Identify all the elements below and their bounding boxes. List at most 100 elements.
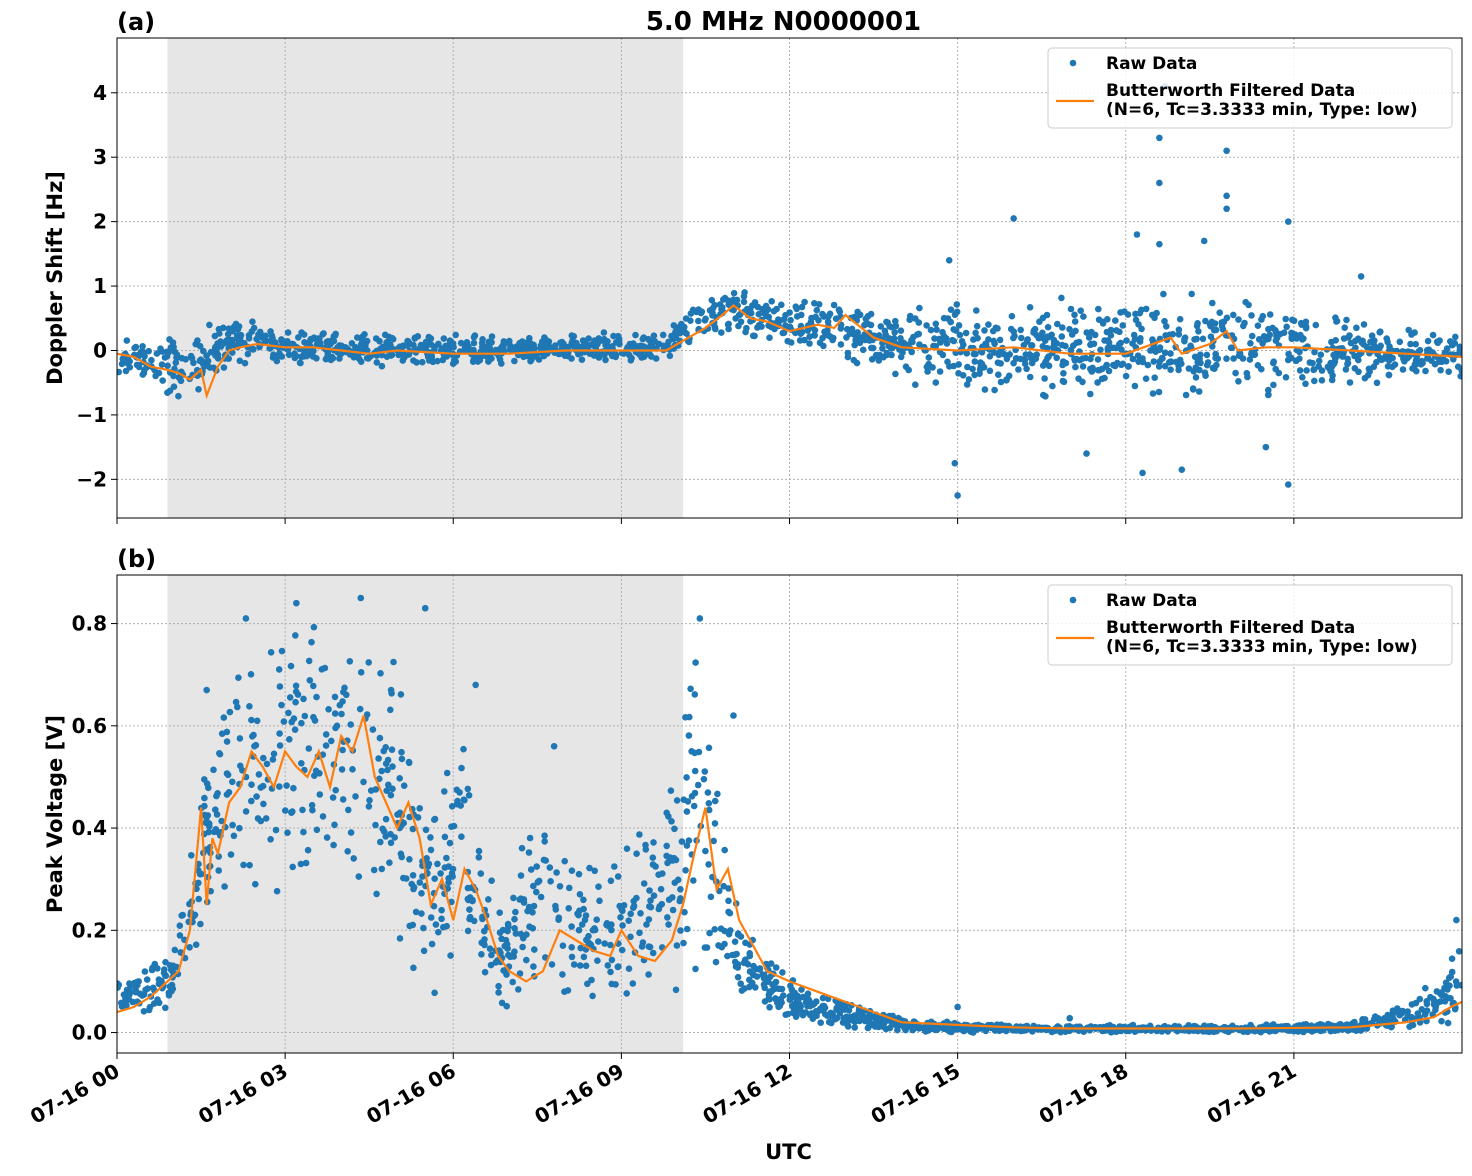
legend-label-line: (N=6, Tc=3.3333 min, Type: low) [1106, 100, 1418, 120]
raw-data-point [416, 879, 424, 886]
raw-data-point [389, 785, 396, 793]
raw-data-point [811, 332, 818, 339]
raw-data-point [203, 846, 210, 853]
raw-data-point [1169, 330, 1177, 338]
raw-data-point [153, 350, 161, 357]
raw-data-point [868, 356, 876, 363]
raw-data-point [830, 301, 838, 309]
raw-data-point [844, 353, 852, 361]
raw-data-point [441, 864, 449, 871]
raw-data-point [585, 335, 592, 342]
raw-data-point [625, 965, 633, 972]
raw-data-point [284, 329, 292, 336]
raw-data-point [876, 1014, 883, 1022]
raw-data-point [227, 851, 235, 858]
raw-data-point [883, 351, 891, 359]
raw-data-point [1412, 999, 1420, 1007]
raw-data-point [1385, 371, 1393, 379]
raw-data-point [588, 976, 595, 984]
raw-data-point [422, 826, 430, 834]
x-tick-label: 07-16 06 [362, 1059, 460, 1129]
raw-data-point [633, 850, 640, 857]
raw-data-point [715, 942, 722, 949]
raw-data-point [811, 1000, 818, 1007]
raw-data-point [1266, 331, 1274, 339]
raw-data-point [963, 350, 971, 357]
raw-data-point [568, 944, 575, 951]
raw-data-point [1160, 290, 1167, 298]
raw-data-point [568, 953, 576, 961]
raw-data-point [262, 332, 269, 340]
raw-data-point [495, 989, 502, 996]
legend: Raw Data Butterworth Filtered Data (N=6, T… [1047, 584, 1453, 666]
raw-data-point [195, 895, 202, 903]
raw-data-point [802, 1009, 810, 1016]
raw-data-point [355, 873, 363, 880]
raw-data-point [332, 724, 339, 732]
raw-data-point [1422, 984, 1429, 992]
raw-data-point [646, 903, 653, 910]
raw-data-point [510, 894, 517, 902]
raw-data-point [1088, 368, 1096, 375]
raw-data-point [1424, 337, 1432, 345]
raw-data-point [176, 922, 184, 929]
raw-data-point [853, 315, 860, 322]
raw-data-outlier [1156, 134, 1163, 142]
raw-data-point [574, 910, 581, 917]
raw-data-point [732, 315, 739, 322]
raw-data-point [877, 323, 885, 330]
raw-data-point [840, 1015, 848, 1023]
raw-data-point [603, 921, 610, 929]
raw-data-point [117, 368, 122, 376]
y-tick-label: 0.4 [72, 816, 107, 840]
raw-data-point [657, 885, 665, 893]
raw-data-point [1148, 311, 1156, 319]
raw-data-point [950, 337, 958, 345]
raw-data-point [612, 981, 619, 988]
raw-data-outlier [696, 615, 704, 622]
raw-data-point [1192, 364, 1200, 371]
raw-data-point [738, 987, 746, 994]
raw-data-point [752, 984, 759, 991]
raw-data-point [709, 304, 717, 312]
raw-data-point [1414, 1010, 1422, 1017]
raw-data-point [123, 337, 131, 344]
raw-data-point [1282, 374, 1290, 381]
raw-data-point [1175, 326, 1183, 334]
raw-data-point [446, 839, 454, 847]
raw-data-point [496, 929, 504, 936]
raw-data-point [1360, 341, 1367, 348]
raw-data-point [456, 789, 463, 796]
raw-data-point [1228, 344, 1236, 352]
raw-data-outlier [1223, 147, 1230, 155]
raw-data-point [749, 332, 757, 340]
raw-data-point [166, 387, 174, 395]
raw-data-point [766, 996, 773, 1003]
raw-data-point [705, 861, 712, 868]
raw-data-point [1192, 374, 1200, 381]
raw-data-point [1082, 354, 1089, 362]
raw-data-point [1355, 356, 1362, 364]
raw-data-point [384, 766, 391, 774]
raw-data-point [162, 1004, 169, 1012]
raw-data-point [1071, 318, 1079, 325]
raw-data-point [649, 949, 657, 957]
raw-data-point [420, 947, 428, 955]
raw-data-point [1193, 322, 1201, 330]
raw-data-point [708, 296, 716, 304]
raw-data-point [758, 323, 765, 330]
raw-data-point [1353, 324, 1360, 332]
raw-data-point [556, 883, 564, 890]
raw-data-point [530, 902, 538, 910]
raw-data-point [309, 806, 316, 814]
raw-data-point [1155, 363, 1163, 370]
raw-data-point [645, 335, 652, 343]
y-tick-label: 0.2 [72, 918, 107, 942]
raw-data-point [420, 924, 427, 932]
y-tick-label: −2 [76, 467, 107, 491]
raw-data-point [1085, 334, 1093, 341]
raw-data-point [908, 336, 915, 344]
raw-data-point [802, 993, 810, 1001]
raw-data-point [892, 370, 899, 378]
raw-data-point [1248, 312, 1255, 319]
